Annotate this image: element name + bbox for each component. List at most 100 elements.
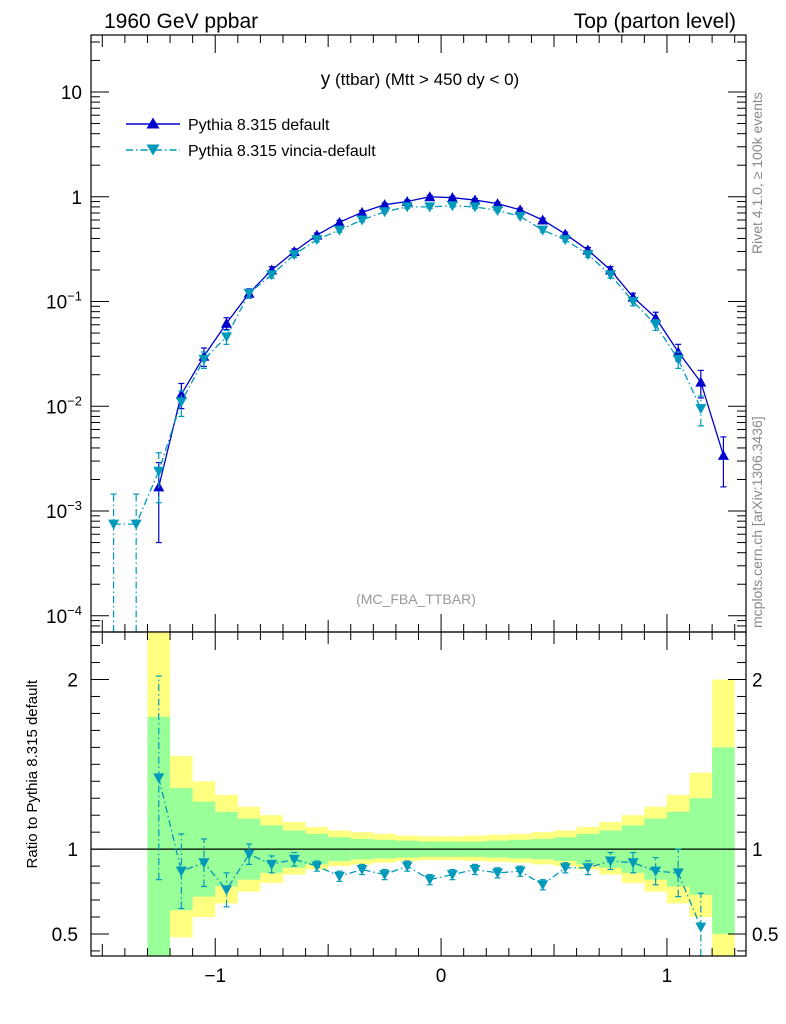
ratio-point [266,859,278,870]
data-point [717,449,729,460]
data-point [175,388,187,399]
ratio-tick-label-right: 2 [752,670,763,691]
y-tick-label: 1 [71,188,82,209]
y-tick-label: 10−4 [46,603,82,628]
y-tick-label: 10−3 [46,498,82,523]
data-point [604,270,616,281]
ratio-point [627,858,639,869]
collision-label: 1960 GeV ppbar [104,10,258,33]
data-point [356,215,368,226]
data-point [514,211,526,222]
uncertainty-band-green [147,716,171,956]
series-vincia [108,201,707,633]
ratio-point [672,868,684,879]
uncertainty-band-green [712,747,735,934]
analysis-tag: (MC_FBA_TTBAR) [356,591,476,607]
data-point [243,288,255,299]
data-point [650,320,662,331]
mcplots-credit: mcplots.cern.ch [arXiv:1306.3436] [749,416,765,628]
data-point [469,194,481,205]
data-point [492,198,504,209]
legend-label-vincia: Pythia 8.315 vincia-default [188,143,376,160]
data-point [108,519,120,530]
data-point [130,519,142,530]
main-panel: y (ttbar) (Mtt > 450 dy < 0) 10 1 10−1 10−2… [46,34,747,633]
ratio-point [604,856,616,867]
main-y-axis: 10 1 10−1 10−2 10−3 10−4 [46,41,746,633]
data-point [446,192,458,203]
ratio-point [401,861,413,872]
ratio-point [221,885,233,896]
data-point [672,354,684,365]
data-point [221,332,233,343]
ratio-point [175,866,187,877]
data-point [221,317,233,328]
ratio-tick-label-right: 0.5 [752,925,778,946]
data-point [175,397,187,408]
data-point [288,250,300,261]
legend: Pythia 8.315 default Pythia 8.315 vincia… [126,117,376,160]
ratio-point [469,864,481,875]
data-point [401,202,413,213]
y-tick-label: 10 [61,83,82,104]
data-point [627,297,639,308]
data-point [446,201,458,212]
data-point [424,202,436,213]
ratio-point [559,863,571,874]
ratio-point [356,864,368,875]
rivet-version: Rivet 4.1.0, ≥ 100k events [749,92,765,254]
data-point [424,191,436,202]
ratio-point [153,773,165,784]
ratio-point [333,871,345,882]
y-tick-label: 10−1 [46,289,82,314]
legend-entry-vincia: Pythia 8.315 vincia-default [126,143,376,160]
data-point [153,466,165,477]
data-point [469,202,481,213]
ratio-point [379,870,391,881]
ratio-panel: 0.5 0.5 1 1 2 2 Ratio to Pythia 8.315 default [24,631,778,957]
series-default [153,191,729,544]
main-series [108,191,729,633]
y-tick-label: 10−2 [46,393,82,418]
x-axis: −1 0 1 [101,35,736,987]
data-point [514,204,526,215]
ratio-point [311,861,323,872]
ratio-tick-label-right: 1 [752,840,763,861]
series-line [158,196,725,488]
ratio-point [243,849,255,860]
ratio-tick-label: 1 [67,840,78,861]
uncertainty-band-green [689,798,713,895]
ratio-axis-label: Ratio to Pythia 8.315 default [24,679,41,868]
ratio-point [288,854,300,865]
ratio-y-axis: 0.5 0.5 1 1 2 2 [52,645,778,952]
ratio-bands [147,632,735,956]
data-point [537,225,549,236]
data-point [559,235,571,246]
legend-marker-default [146,117,160,129]
legend-entry-default: Pythia 8.315 default [126,117,330,134]
data-point [492,205,504,216]
data-point [695,376,707,387]
data-point [266,270,278,281]
x-tick-label: 0 [436,966,447,987]
ratio-point [537,880,549,891]
ratio-point [695,922,707,933]
ratio-tick-label: 2 [67,670,78,691]
data-point [311,235,323,246]
data-point [379,199,391,210]
x-tick-label: −1 [204,966,226,987]
data-point [333,225,345,236]
data-point [356,206,368,217]
plot-title: y (ttbar) (Mtt > 450 dy < 0) [321,69,519,90]
data-point [695,404,707,415]
series-line [113,205,702,525]
ratio-point [650,866,662,877]
ratio-point [514,866,526,877]
ratio-series [153,675,707,957]
legend-label-default: Pythia 8.315 default [188,117,330,134]
data-point [379,207,391,218]
ratio-tick-label: 0.5 [52,925,78,946]
data-point [537,214,549,225]
ratio-point [198,858,210,869]
legend-marker-vincia [146,144,160,156]
